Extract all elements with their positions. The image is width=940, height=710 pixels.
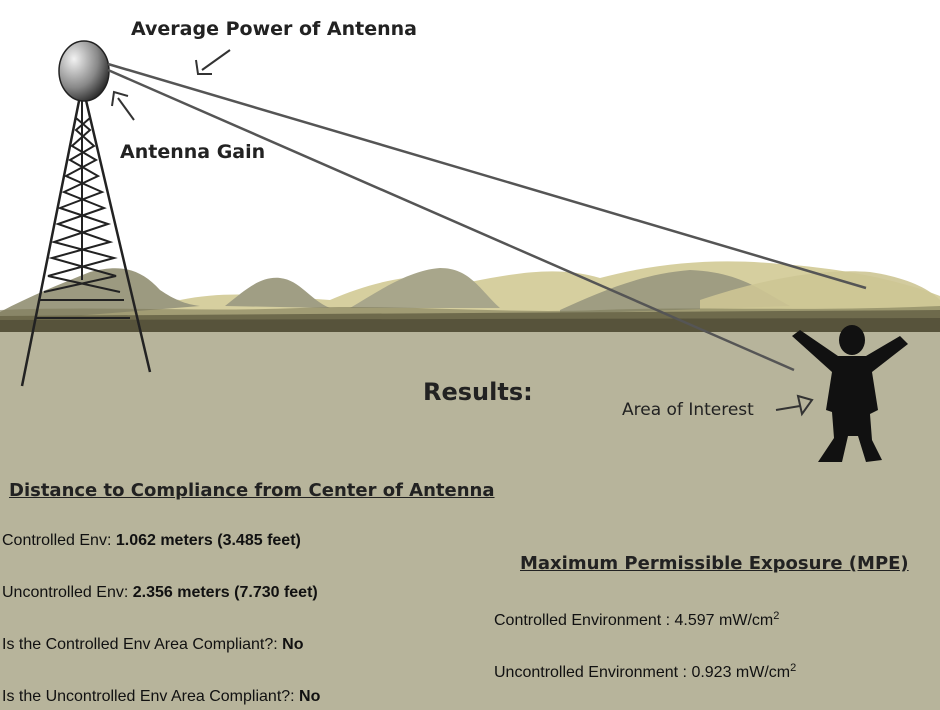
uncontrolled-distance-label: Uncontrolled Env:: [2, 584, 133, 601]
controlled-compliant-label: Is the Controlled Env Area Compliant?:: [2, 636, 283, 653]
controlled-compliant-line: Is the Controlled Env Area Compliant?: N…: [2, 636, 303, 654]
controlled-distance-value: 1.062 meters (3.485 feet): [115, 532, 301, 549]
controlled-distance-label: Controlled Env:: [2, 532, 116, 549]
arrow-power: [195, 49, 231, 75]
uncontrolled-distance-line: Uncontrolled Env: 2.356 meters (7.730 fe…: [2, 584, 318, 602]
uncontrolled-compliant-line: Is the Uncontrolled Env Area Compliant?:…: [2, 688, 320, 706]
controlled-compliant-value: No: [282, 636, 304, 653]
mpe-heading: Maximum Permissible Exposure (MPE): [520, 553, 909, 574]
distance-heading: Distance to Compliance from Center of An…: [9, 480, 495, 501]
hill-gray-left: [0, 268, 200, 322]
antenna-tower: [20, 95, 152, 387]
mpe-uncontrolled-value: 0.923 mW/cm: [691, 664, 791, 681]
arrow-gain: [111, 90, 135, 121]
antenna-gain-label: Antenna Gain: [120, 141, 266, 163]
person-silhouette: [792, 325, 908, 462]
uncontrolled-distance-value: 2.356 meters (7.730 feet): [132, 584, 318, 601]
hill-gold-right: [700, 271, 940, 318]
mpe-uncontrolled-label: Uncontrolled Environment :: [494, 664, 692, 681]
average-power-label: Average Power of Antenna: [131, 18, 418, 40]
uncontrolled-compliant-value: No: [299, 688, 321, 705]
beam-lines: [107, 62, 867, 372]
antenna-dish: [58, 40, 110, 102]
hill-gray-mid: [225, 277, 330, 308]
ground: [0, 332, 940, 710]
mpe-controlled-line: Controlled Environment : 4.597 mW/cm2: [494, 610, 779, 630]
mpe-uncontrolled-line: Uncontrolled Environment : 0.923 mW/cm2: [494, 662, 796, 682]
controlled-distance-line: Controlled Env: 1.062 meters (3.485 feet…: [2, 532, 301, 550]
mpe-controlled-value: 4.597 mW/cm: [674, 612, 774, 629]
mpe-controlled-label: Controlled Environment :: [494, 612, 675, 629]
mpe-uncontrolled-exponent: 2: [790, 662, 797, 674]
results-label: Results:: [423, 378, 533, 406]
mpe-controlled-exponent: 2: [773, 610, 780, 622]
uncontrolled-compliant-label: Is the Uncontrolled Env Area Compliant?:: [2, 688, 300, 705]
arrow-area: [775, 394, 814, 417]
area-of-interest-label: Area of Interest: [622, 400, 754, 420]
hill-gray-center: [350, 268, 500, 308]
